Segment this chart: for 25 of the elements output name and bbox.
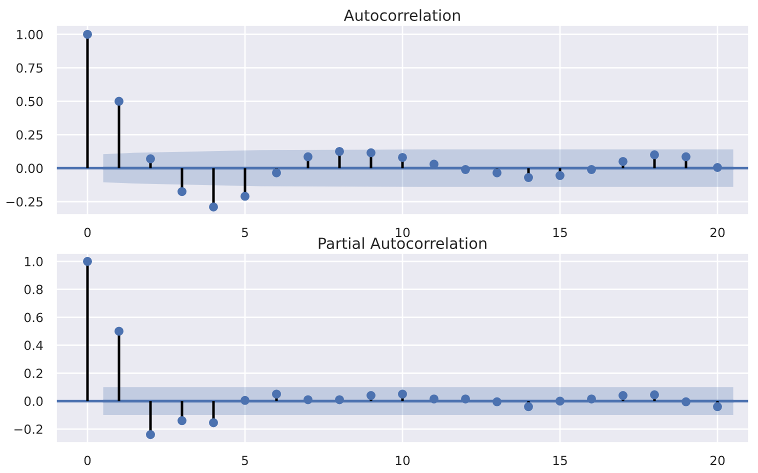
y-tick-label: 0.4 (24, 340, 43, 350)
y-tick-label: 0.2 (24, 368, 42, 378)
y-tick-label: 0.75 (16, 63, 42, 73)
y-tick-label: −0.25 (6, 197, 42, 207)
x-tick-label: 20 (710, 228, 725, 238)
x-tick-label: 10 (396, 456, 410, 466)
y-tick-label: −0.2 (14, 424, 42, 434)
y-tick-label: 0.8 (24, 284, 43, 294)
x-tick-label: 5 (242, 228, 248, 238)
y-tick-label: 0.6 (24, 312, 43, 322)
chart-title: Partial Autocorrelation (318, 237, 486, 250)
x-tick-label: 5 (242, 456, 248, 466)
x-tick-label: 15 (553, 456, 567, 466)
y-tick-label: 0.50 (16, 96, 43, 106)
y-tick-label: 0.0 (24, 396, 43, 406)
chart-title: Autocorrelation (344, 9, 460, 22)
x-tick-label: 0 (84, 456, 91, 466)
x-tick-label: 0 (84, 228, 91, 238)
y-tick-label: 0.00 (16, 164, 43, 174)
x-tick-label: 20 (710, 456, 725, 466)
x-tick-label: 15 (553, 228, 567, 238)
y-tick-label: 0.25 (16, 130, 42, 140)
x-tick-label: 10 (396, 228, 410, 238)
y-tick-label: 1.0 (24, 256, 43, 266)
y-tick-label: 1.00 (17, 30, 43, 40)
